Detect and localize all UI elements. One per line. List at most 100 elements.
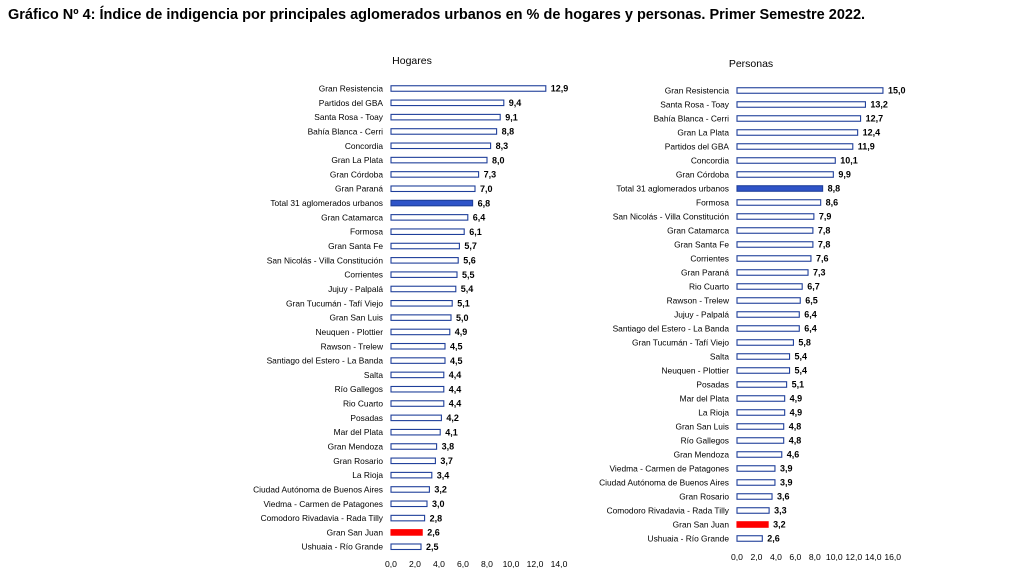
personas-category-label-ciudad-autonoma-de-buenos-aires: Ciudad Autónoma de Buenos Aires <box>599 478 729 488</box>
personas-value-label-jujuy-palpala: 6,4 <box>804 310 817 320</box>
hogares-category-label-la-rioja: La Rioja <box>352 470 383 480</box>
hogares-value-label-posadas: 4,2 <box>446 413 459 423</box>
personas-bar-corrientes <box>736 255 812 262</box>
personas-bar-concordia <box>736 157 836 164</box>
personas-bar-gran-santa-fe <box>736 241 814 248</box>
hogares-value-label-gran-parana: 7,0 <box>480 184 493 194</box>
hogares-bar-gran-la-plata <box>390 156 488 164</box>
personas-bar-comodoro-rivadavia-rada-tilly <box>736 507 770 514</box>
personas-category-label-rio-cuarto: Rio Cuarto <box>689 282 729 292</box>
hogares-x-tick-label: 0,0 <box>385 559 397 569</box>
personas-bar-santa-rosa-toay <box>736 101 866 108</box>
hogares-category-label-gran-la-plata: Gran La Plata <box>331 155 383 165</box>
hogares-category-label-gran-tucuman-tafi-viejo: Gran Tucumán - Tafí Viejo <box>286 298 383 308</box>
personas-bar-total-31-aglomerados-urbanos <box>736 185 824 192</box>
hogares-bar-ciudad-autonoma-de-buenos-aires <box>390 486 430 493</box>
personas-bar-viedma-carmen-de-patagones <box>736 465 776 472</box>
personas-bar-mar-del-plata <box>736 395 786 402</box>
personas-value-label-gran-cordoba: 9,9 <box>838 170 851 180</box>
personas-value-label-santiago-del-estero-la-banda: 6,4 <box>804 324 817 334</box>
hogares-category-label-neuquen-plottier: Neuquen - Plottier <box>315 327 383 337</box>
hogares-x-tick-label: 10,0 <box>503 559 520 569</box>
personas-value-label-rio-cuarto: 6,7 <box>807 282 820 292</box>
hogares-bar-santa-rosa-toay <box>390 113 501 121</box>
hogares-bar-comodoro-rivadavia-rada-tilly <box>390 514 426 522</box>
personas-category-label-gran-santa-fe: Gran Santa Fe <box>674 240 729 250</box>
personas-category-label-rawson-trelew: Rawson - Trelew <box>667 296 730 306</box>
hogares-category-label-posadas: Posadas <box>350 413 383 423</box>
hogares-x-tick-label: 6,0 <box>457 559 469 569</box>
personas-bar-rio-gallegos <box>736 437 785 444</box>
personas-bar-ushuaia-rio-grande <box>736 535 763 542</box>
personas-category-label-viedma-carmen-de-patagones: Viedma - Carmen de Patagones <box>610 464 730 474</box>
hogares-category-label-gran-rosario: Gran Rosario <box>333 456 383 466</box>
hogares-category-label-gran-san-juan: Gran San Juan <box>327 527 384 537</box>
chart-personas: Personas Gran Resistencia 15,0 Santa Rosa -… <box>599 58 905 562</box>
personas-x-tick-label: 8,0 <box>809 552 821 562</box>
personas-bar-bahia-blanca-cerri <box>736 115 862 122</box>
hogares-category-label-gran-san-luis: Gran San Luis <box>329 313 383 323</box>
hogares-category-label-gran-resistencia: Gran Resistencia <box>319 84 384 94</box>
hogares-value-label-gran-tucuman-tafi-viejo: 5,1 <box>457 299 470 309</box>
personas-category-label-gran-la-plata: Gran La Plata <box>677 128 729 138</box>
personas-value-label-partidos-del-gba: 11,9 <box>858 142 875 152</box>
hogares-value-label-mar-del-plata: 4,1 <box>445 427 458 437</box>
personas-value-label-bahia-blanca-cerri: 12,7 <box>866 114 884 124</box>
hogares-bar-gran-parana <box>390 185 476 193</box>
hogares-value-label-formosa: 6,1 <box>469 227 482 237</box>
personas-value-label-concordia: 10,1 <box>840 156 858 166</box>
personas-category-label-jujuy-palpala: Jujuy - Palpalá <box>674 310 729 320</box>
personas-category-label-rio-gallegos: Río Gallegos <box>681 436 729 446</box>
personas-category-label-neuquen-plottier: Neuquen - Plottier <box>661 366 729 376</box>
personas-category-label-gran-catamarca: Gran Catamarca <box>667 226 729 236</box>
personas-value-label-gran-resistencia: 15,0 <box>888 86 906 96</box>
hogares-x-tick-label: 4,0 <box>433 559 445 569</box>
hogares-category-label-gran-santa-fe: Gran Santa Fe <box>328 241 383 251</box>
hogares-value-label-gran-rosario: 3,7 <box>440 456 453 466</box>
personas-x-tick-label: 4,0 <box>770 552 782 562</box>
personas-category-label-gran-cordoba: Gran Córdoba <box>676 170 729 180</box>
personas-bar-formosa <box>736 199 822 206</box>
hogares-x-tick-label: 14,0 <box>551 559 568 569</box>
personas-value-label-la-rioja: 4,9 <box>790 408 803 418</box>
personas-value-label-gran-san-luis: 4,8 <box>789 422 802 432</box>
hogares-value-label-gran-cordoba: 7,3 <box>484 170 497 180</box>
hogares-bar-gran-mendoza <box>390 443 438 450</box>
hogares-bar-salta <box>390 371 445 379</box>
hogares-bar-posadas <box>390 414 442 422</box>
hogares-bar-mar-del-plata <box>390 428 441 436</box>
personas-category-label-comodoro-rivadavia-rada-tilly: Comodoro Rivadavia - Rada Tilly <box>607 506 730 516</box>
hogares-bar-rio-gallegos <box>390 385 445 393</box>
hogares-value-label-san-nicolas-villa-constitucion: 5,6 <box>463 256 476 266</box>
personas-bar-gran-la-plata <box>736 129 859 136</box>
personas-value-label-rawson-trelew: 6,5 <box>805 296 818 306</box>
hogares-bar-gran-rosario <box>390 457 436 465</box>
hogares-value-label-gran-mendoza: 3,8 <box>442 442 455 452</box>
hogares-bar-gran-catamarca <box>390 214 469 221</box>
hogares-x-tick-label: 12,0 <box>527 559 544 569</box>
hogares-value-label-gran-la-plata: 8,0 <box>492 155 505 165</box>
personas-category-label-gran-mendoza: Gran Mendoza <box>674 450 730 460</box>
personas-value-label-salta: 5,4 <box>795 352 808 362</box>
personas-category-label-salta: Salta <box>710 352 729 362</box>
personas-bar-gran-catamarca <box>736 227 814 234</box>
personas-value-label-gran-mendoza: 4,6 <box>787 450 800 460</box>
personas-bar-gran-mendoza <box>736 451 783 458</box>
hogares-category-label-rio-cuarto: Rio Cuarto <box>343 399 383 409</box>
personas-x-tick-label: 10,0 <box>826 552 843 562</box>
hogares-value-label-ciudad-autonoma-de-buenos-aires: 3,2 <box>434 485 447 495</box>
personas-x-tick-label: 14,0 <box>865 552 882 562</box>
personas-bar-partidos-del-gba <box>736 143 854 150</box>
hogares-value-label-corrientes: 5,5 <box>462 270 475 280</box>
personas-value-label-neuquen-plottier: 5,4 <box>795 366 808 376</box>
personas-bar-gran-rosario <box>736 493 773 500</box>
personas-value-label-posadas: 5,1 <box>792 380 805 390</box>
hogares-category-label-formosa: Formosa <box>350 227 383 237</box>
personas-category-label-bahia-blanca-cerri: Bahía Blanca - Cerri <box>654 114 730 124</box>
personas-value-label-viedma-carmen-de-patagones: 3,9 <box>780 464 793 474</box>
personas-category-label-santa-rosa-toay: Santa Rosa - Toay <box>660 100 730 110</box>
personas-x-tick-label: 6,0 <box>789 552 801 562</box>
hogares-category-label-bahia-blanca-cerri: Bahía Blanca - Cerri <box>308 126 384 136</box>
personas-bar-santiago-del-estero-la-banda <box>736 325 800 332</box>
hogares-bar-viedma-carmen-de-patagones <box>390 500 428 508</box>
